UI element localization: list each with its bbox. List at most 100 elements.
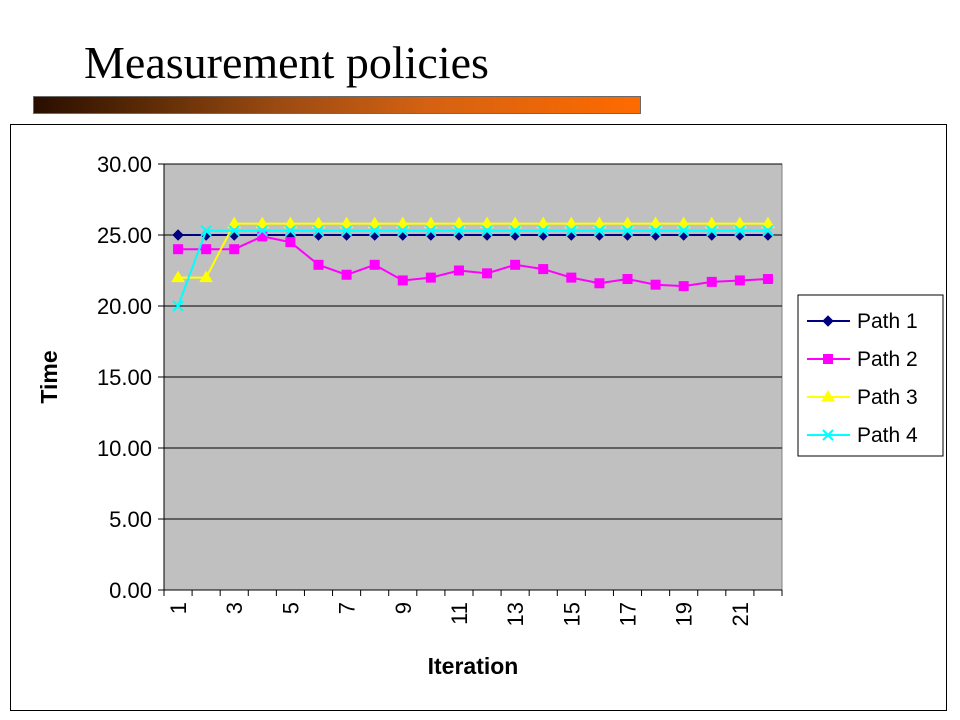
y-tick-label: 30.00 <box>97 152 152 177</box>
path-1-point <box>172 229 184 241</box>
path-3-point <box>620 216 635 229</box>
x-marker-stroke <box>368 225 381 237</box>
path-2-point <box>201 244 212 255</box>
path-2-markers <box>173 231 773 292</box>
x-marker-stroke <box>284 225 297 237</box>
path-3-point <box>423 216 438 229</box>
path-4-point <box>509 225 521 237</box>
x-tick-label: 15 <box>559 602 584 626</box>
path-3-point <box>367 216 382 229</box>
path-4-point <box>397 225 409 237</box>
series-lines <box>171 216 775 312</box>
path-2-point <box>482 268 493 279</box>
x-tick-label: 13 <box>503 602 528 626</box>
x-marker-stroke <box>565 225 578 237</box>
path-4-point <box>368 225 381 237</box>
path-3-point <box>227 216 242 229</box>
path-4-point <box>593 225 606 237</box>
x-marker-stroke <box>172 300 184 312</box>
x-tick-label: 17 <box>616 602 641 626</box>
path-2-point <box>285 237 296 248</box>
x-marker-stroke <box>762 225 774 237</box>
path-2-point <box>678 281 689 292</box>
path-3-markers <box>171 216 775 283</box>
legend: Path 1 Path 2 Path 3 Path 4 <box>797 294 944 457</box>
path-4-point <box>340 225 353 237</box>
path-3-point <box>648 216 663 229</box>
legend-marker-path-2 <box>823 354 833 364</box>
path-4-point <box>537 225 549 237</box>
y-tick-label: 15.00 <box>97 365 152 390</box>
path-2-point <box>425 272 436 283</box>
path-2-point <box>453 265 464 276</box>
path-3-point <box>704 216 719 229</box>
x-tick-label: 5 <box>278 602 303 614</box>
path-3-point <box>761 216 775 229</box>
path-2-point <box>510 259 521 270</box>
x-marker-stroke <box>312 225 325 237</box>
path-4-point <box>425 225 437 237</box>
path-3-point <box>311 216 326 229</box>
y-tick-label: 20.00 <box>97 294 152 319</box>
x-marker-stroke <box>621 225 634 237</box>
path-4-point <box>172 300 184 312</box>
legend-marker-path-4 <box>822 429 834 441</box>
path-2-point <box>538 264 549 275</box>
x-tick-label: 21 <box>728 602 753 626</box>
path-2-point <box>622 274 633 285</box>
x-tick-label: 19 <box>672 602 697 626</box>
path-3-point <box>732 216 747 229</box>
slide-title: Measurement policies <box>84 37 489 88</box>
legend-label-path-2: Path 2 <box>857 348 918 371</box>
y-axis-title: Time <box>36 350 62 403</box>
legend-label-path-4: Path 4 <box>857 424 918 447</box>
path-2-point <box>650 279 661 290</box>
path-3-point <box>199 270 214 283</box>
x-marker-stroke <box>822 429 834 441</box>
path-3-point <box>283 216 298 229</box>
path-3-point <box>339 216 354 229</box>
path-2-point <box>313 259 324 270</box>
x-marker-stroke <box>734 225 746 237</box>
x-marker-stroke <box>649 225 662 237</box>
y-tick-label: 25.00 <box>97 223 152 248</box>
x-marker-stroke <box>481 225 493 237</box>
title-underline-bar <box>33 96 641 114</box>
x-axis-ticks: 1 3 5 7 9 11 13 15 17 19 21 <box>163 590 783 626</box>
path-4-point <box>453 225 465 237</box>
x-marker-stroke <box>677 225 690 237</box>
path-3-line <box>178 222 768 279</box>
path-2-point <box>229 244 240 255</box>
x-marker-stroke <box>593 225 606 237</box>
x-marker-stroke <box>256 225 269 237</box>
path-3-point <box>536 216 551 229</box>
path-4-point <box>649 225 662 237</box>
path-2-point <box>173 244 184 255</box>
x-marker-stroke <box>706 225 718 237</box>
path-4-point <box>565 225 578 237</box>
path-4-point <box>312 225 325 237</box>
x-marker-stroke <box>509 225 521 237</box>
path-3-point <box>480 216 494 229</box>
path-2-point <box>397 275 408 286</box>
path-4-point <box>762 225 774 237</box>
x-axis-title: Iteration <box>428 653 519 679</box>
path-4-point <box>228 225 240 237</box>
x-marker-stroke <box>397 225 409 237</box>
x-marker-stroke <box>537 225 549 237</box>
path-2-point <box>369 259 380 270</box>
path-3-point <box>255 216 270 229</box>
path-2-point <box>594 278 605 289</box>
path-3-point <box>592 216 607 229</box>
path-4-point <box>256 225 269 237</box>
x-tick-label: 9 <box>391 602 416 614</box>
x-marker-stroke <box>453 225 465 237</box>
path-3-point <box>676 216 691 229</box>
path-4-markers <box>172 225 774 312</box>
x-tick-label: 3 <box>222 602 247 614</box>
x-marker-stroke <box>425 225 437 237</box>
legend-marker-path-3 <box>821 390 835 402</box>
path-3-point <box>395 216 410 229</box>
